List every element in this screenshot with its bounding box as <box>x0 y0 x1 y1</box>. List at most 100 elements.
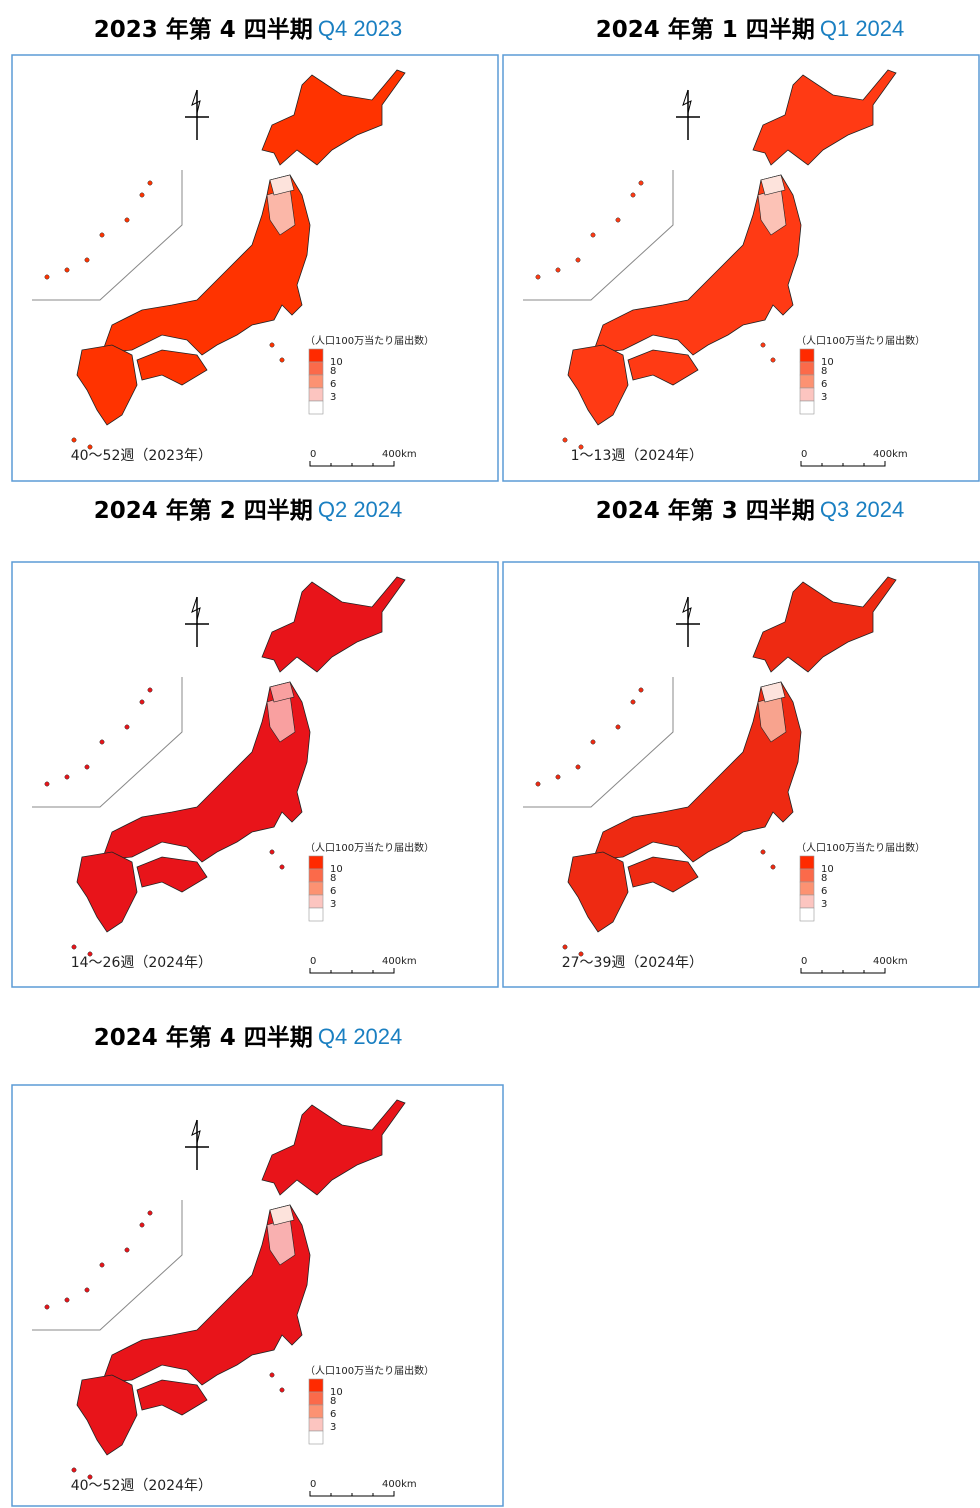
island <box>84 764 90 770</box>
title-ja: 2024 年第 4 四半期 <box>94 1024 313 1051</box>
legend-swatch <box>308 1417 324 1432</box>
island <box>87 444 93 450</box>
island <box>64 1297 70 1303</box>
legend-label: 6 <box>330 379 336 390</box>
island <box>562 944 568 950</box>
island <box>615 724 621 730</box>
region-honshu <box>101 174 311 356</box>
legend-label: 3 <box>330 1422 336 1433</box>
legend-label: 8 <box>330 873 336 884</box>
scale-end: 400km <box>382 1479 417 1490</box>
island <box>535 781 541 787</box>
island <box>139 699 145 705</box>
region-aomori <box>760 174 786 196</box>
scale-end: 400km <box>873 449 908 460</box>
legend-label: 10 <box>330 864 343 875</box>
island <box>630 699 636 705</box>
title-en: Q2 2024 <box>318 497 402 522</box>
island <box>87 1474 93 1480</box>
legend-swatch <box>308 400 324 415</box>
scale-start: 0 <box>310 449 316 460</box>
legend-swatch <box>308 855 324 870</box>
region-aomori <box>760 681 786 703</box>
legend-swatch <box>308 1430 324 1445</box>
map-panel: （人口100万当たり届出数） 108 6 3 40～52週（2024年） 0 400km <box>11 1084 504 1507</box>
title-ja: 2024 年第 1 四半期 <box>596 16 815 43</box>
scale-start: 0 <box>801 956 807 967</box>
region-shikoku <box>136 1379 208 1416</box>
island <box>535 274 541 280</box>
compass <box>191 1119 201 1144</box>
island <box>575 764 581 770</box>
legend-swatch <box>799 907 815 922</box>
legend-swatch <box>308 361 324 376</box>
panel-title: 2024 年第 3 四半期 Q3 2024 <box>596 497 905 524</box>
title-en: Q1 2024 <box>820 16 904 41</box>
panel-title: 2024 年第 2 四半期 Q2 2024 <box>94 497 403 524</box>
region-honshu <box>592 174 802 356</box>
region-kyushu <box>76 851 138 933</box>
title-ja: 2024 年第 2 四半期 <box>94 497 313 524</box>
region-aomori <box>269 681 295 703</box>
legend-title: （人口100万当たり届出数） <box>305 334 434 347</box>
island <box>578 444 584 450</box>
period-label: 1～13週（2024年） <box>571 448 703 464</box>
island <box>269 342 275 348</box>
island <box>44 781 50 787</box>
island <box>44 1304 50 1310</box>
legend-label: 6 <box>330 1409 336 1420</box>
compass <box>191 89 201 114</box>
period-label: 40～52週（2023年） <box>71 448 212 464</box>
island <box>279 357 285 363</box>
legend-swatch <box>799 400 815 415</box>
island <box>555 774 561 780</box>
title-ja: 2023 年第 4 四半期 <box>94 16 313 43</box>
region-hokkaido <box>261 69 406 166</box>
region-aomori <box>269 174 295 196</box>
title-en: Q4 2023 <box>318 16 402 41</box>
island <box>84 257 90 263</box>
legend-label: 10 <box>821 864 834 875</box>
island <box>590 232 596 238</box>
legend-swatch <box>308 387 324 402</box>
region-honshu <box>101 1204 311 1386</box>
island <box>124 724 130 730</box>
region-hokkaido <box>261 1099 406 1196</box>
legend-title: （人口100万当たり届出数） <box>305 841 434 854</box>
island <box>147 1210 153 1216</box>
legend-swatch <box>799 881 815 896</box>
legend-swatch <box>799 348 815 363</box>
island <box>124 217 130 223</box>
island <box>770 357 776 363</box>
island <box>99 739 105 745</box>
island <box>84 1287 90 1293</box>
legend-swatch <box>308 868 324 883</box>
island <box>562 437 568 443</box>
legend-swatch <box>308 881 324 896</box>
island <box>87 951 93 957</box>
island <box>575 257 581 263</box>
island <box>64 774 70 780</box>
island <box>615 217 621 223</box>
legend-swatch <box>799 868 815 883</box>
period-label: 27～39週（2024年） <box>562 955 703 971</box>
island <box>147 180 153 186</box>
compass <box>682 596 692 621</box>
island <box>139 192 145 198</box>
region-aomori <box>269 1204 295 1226</box>
legend-label: 8 <box>330 1396 336 1407</box>
legend-title: （人口100万当たり届出数） <box>796 334 925 347</box>
region-honshu <box>101 681 311 863</box>
map-panel: （人口100万当たり届出数） 108 6 3 27～39週（2024年） 0 400km <box>502 561 980 988</box>
region-kyushu <box>76 1374 138 1456</box>
legend-label: 3 <box>330 392 336 403</box>
legend-swatch <box>308 374 324 389</box>
island <box>770 864 776 870</box>
legend-label: 10 <box>821 357 834 368</box>
legend-title: （人口100万当たり届出数） <box>796 841 925 854</box>
legend-swatch <box>308 1391 324 1406</box>
island <box>638 687 644 693</box>
island <box>279 864 285 870</box>
panel-title: 2024 年第 4 四半期 Q4 2024 <box>94 1024 403 1051</box>
